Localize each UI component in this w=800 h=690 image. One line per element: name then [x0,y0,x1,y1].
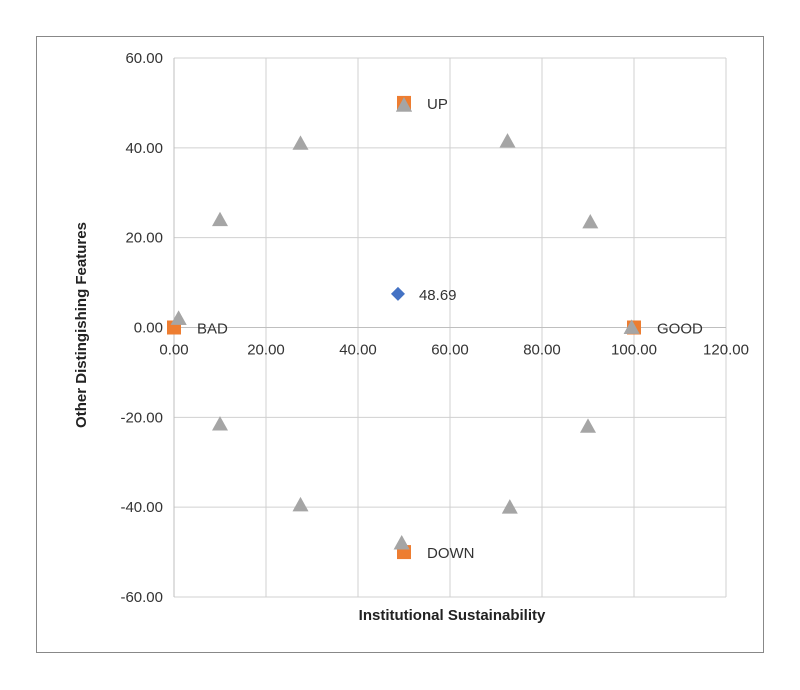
diamond-point-label: 48.69 [419,287,457,304]
triangle-point [212,211,228,227]
y-tick-label: -20.00 [120,409,163,426]
triangle-point [292,135,309,150]
triangle-point-overlay [623,319,640,334]
x-tick-label: 80.00 [523,342,561,359]
triangle-point [580,418,596,433]
x-tick-label: 60.00 [431,342,469,359]
x-tick-label: 120.00 [703,342,749,359]
y-tick-label: 40.00 [125,140,163,157]
triangle-point [501,499,518,514]
x-tick-label: 0.00 [159,342,188,359]
square-point-label: DOWN [427,545,475,562]
triangle-point-overlay [170,310,187,325]
diamond-point [390,286,405,301]
y-tick-label: -60.00 [120,589,163,606]
tick-labels: 0.00 20.00 40.00 60.00 80.00 100.00 120.00 60.0… [120,50,748,606]
triangle-point [212,416,228,431]
data-marks: BAD UP GOOD DOWN 48.69 [167,95,703,562]
square-point-label: UP [427,96,448,113]
y-axis-title: Other Distingishing Features [73,222,90,428]
grid-lines [174,57,727,598]
triangle-point-overlay [393,535,410,550]
x-tick-label: 40.00 [339,342,377,359]
y-tick-label: 20.00 [125,230,163,247]
y-tick-label: -40.00 [120,499,163,516]
y-tick-label: 0.00 [134,320,163,337]
x-tick-label: 100.00 [611,342,657,359]
triangle-point [292,496,309,512]
x-axis-title: Institutional Sustainability [359,607,546,624]
triangle-point-overlay [396,97,412,112]
x-tick-label: 20.00 [247,342,285,359]
square-point-label: BAD [197,321,228,338]
triangle-point [499,133,516,148]
square-point-label: GOOD [657,321,703,338]
y-tick-label: 60.00 [125,50,163,67]
triangle-point [582,213,599,229]
